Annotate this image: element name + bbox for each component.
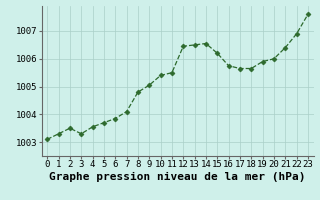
X-axis label: Graphe pression niveau de la mer (hPa): Graphe pression niveau de la mer (hPa) <box>49 172 306 182</box>
